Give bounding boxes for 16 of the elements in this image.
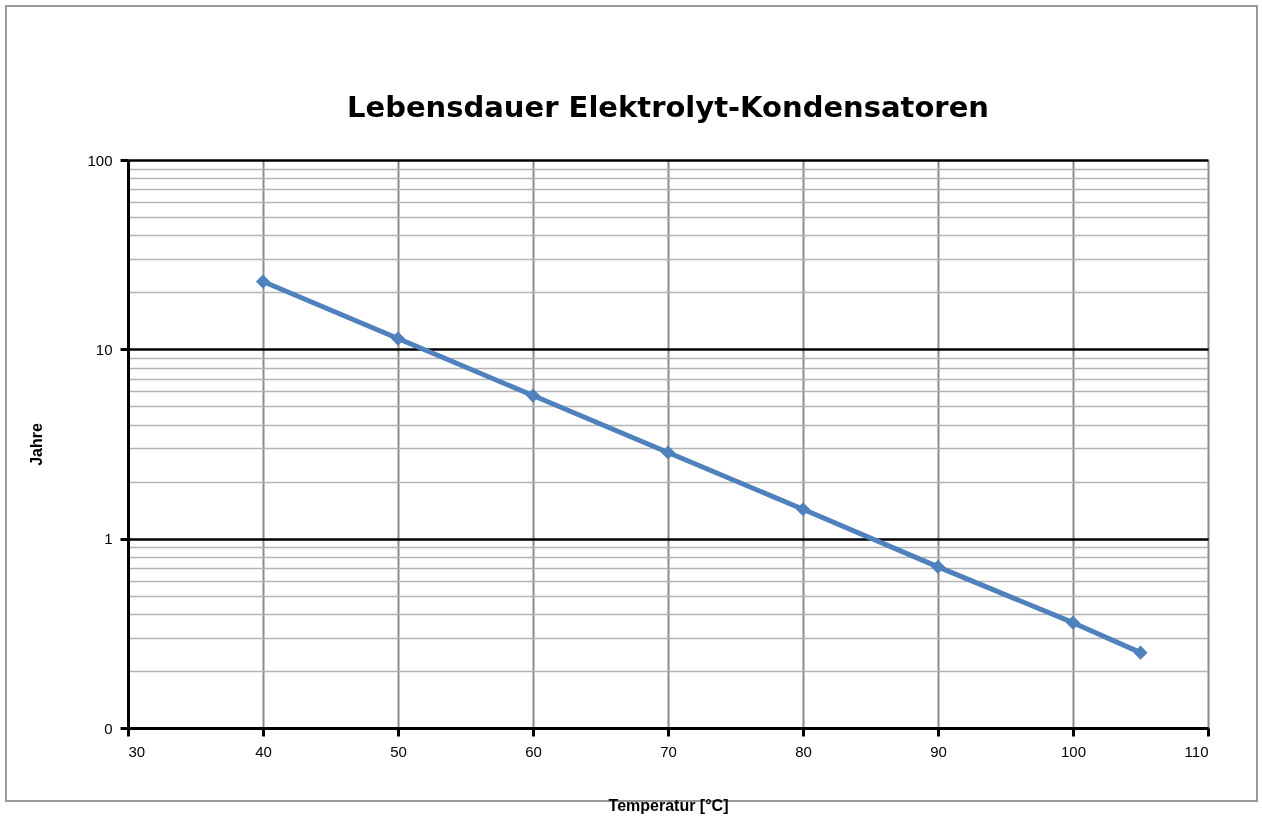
x-tick-label: 110 <box>1184 742 1209 760</box>
y-tick-label: 100 <box>87 151 113 169</box>
y-tick-label: 10 <box>95 340 113 358</box>
y-axis-title: Jahre <box>28 423 46 466</box>
x-tick-label: 60 <box>525 742 542 760</box>
x-tick-label: 100 <box>1060 742 1087 760</box>
x-tick-label: 50 <box>390 742 407 760</box>
x-tick-label: 80 <box>795 742 812 760</box>
x-tick-label: 40 <box>255 742 272 760</box>
y-tick-label: 0 <box>104 719 113 737</box>
x-tick-label: 70 <box>660 742 677 760</box>
y-tick-label: 1 <box>104 530 113 548</box>
x-tick-label: 30 <box>128 742 146 760</box>
x-axis-title: Temperatur [°C] <box>608 796 729 814</box>
chart-title: Lebensdauer Elektrolyt-Kondensatoren <box>347 90 989 124</box>
x-tick-label: 90 <box>930 742 947 760</box>
